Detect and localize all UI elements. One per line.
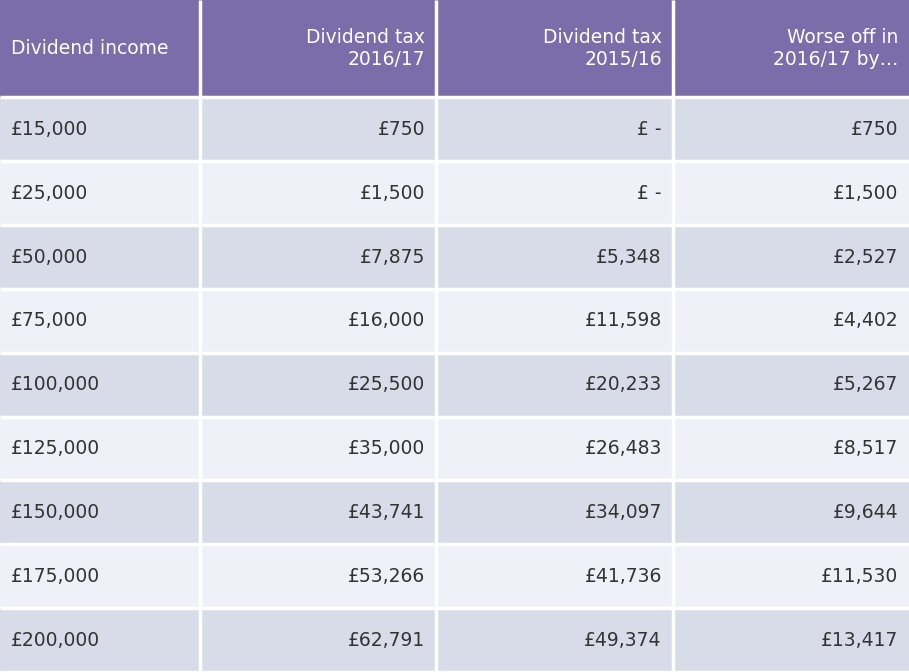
Bar	[200, 0, 436, 97]
Bar	[673, 161, 909, 225]
Bar	[436, 480, 673, 544]
Text: £43,741: £43,741	[348, 503, 425, 522]
Bar	[436, 225, 673, 289]
Text: £16,000: £16,000	[348, 311, 425, 331]
Bar	[200, 289, 436, 353]
Bar	[436, 161, 673, 225]
Bar	[673, 97, 909, 161]
Bar	[436, 97, 673, 161]
Bar	[0, 0, 200, 97]
Text: £49,374: £49,374	[584, 630, 662, 650]
Bar	[673, 353, 909, 417]
Text: £ -: £ -	[637, 183, 662, 203]
Text: Dividend tax
2015/16: Dividend tax 2015/16	[543, 28, 662, 69]
Bar	[200, 161, 436, 225]
Text: £750: £750	[851, 120, 898, 139]
Bar	[436, 289, 673, 353]
Bar	[0, 289, 200, 353]
Text: £75,000: £75,000	[11, 311, 88, 331]
Text: £26,483: £26,483	[584, 439, 662, 458]
Text: £5,267: £5,267	[833, 375, 898, 394]
Text: £5,348: £5,348	[596, 247, 662, 267]
Bar	[0, 417, 200, 480]
Bar	[0, 480, 200, 544]
Text: £35,000: £35,000	[348, 439, 425, 458]
Bar	[200, 417, 436, 480]
Text: £175,000: £175,000	[11, 566, 100, 586]
Text: £13,417: £13,417	[821, 630, 898, 650]
Bar	[0, 225, 200, 289]
Bar	[436, 0, 673, 97]
Bar	[673, 289, 909, 353]
Bar	[0, 608, 200, 672]
Bar	[200, 97, 436, 161]
Text: £2,527: £2,527	[833, 247, 898, 267]
Bar	[673, 480, 909, 544]
Bar	[200, 608, 436, 672]
Text: £25,500: £25,500	[348, 375, 425, 394]
Text: £150,000: £150,000	[11, 503, 100, 522]
Text: £50,000: £50,000	[11, 247, 88, 267]
Text: Dividend income: Dividend income	[11, 39, 168, 58]
Text: £11,598: £11,598	[584, 311, 662, 331]
Text: £4,402: £4,402	[833, 311, 898, 331]
Bar	[436, 544, 673, 608]
Text: £100,000: £100,000	[11, 375, 100, 394]
Bar	[0, 544, 200, 608]
Bar	[436, 353, 673, 417]
Bar	[200, 544, 436, 608]
Text: £8,517: £8,517	[833, 439, 898, 458]
Text: £750: £750	[378, 120, 425, 139]
Text: £7,875: £7,875	[360, 247, 425, 267]
Text: £15,000: £15,000	[11, 120, 88, 139]
Bar	[200, 480, 436, 544]
Bar	[436, 608, 673, 672]
Bar	[673, 0, 909, 97]
Text: £20,233: £20,233	[584, 375, 662, 394]
Text: £125,000: £125,000	[11, 439, 100, 458]
Text: Worse off in
2016/17 by…: Worse off in 2016/17 by…	[773, 28, 898, 69]
Text: £9,644: £9,644	[833, 503, 898, 522]
Bar	[436, 417, 673, 480]
Bar	[673, 544, 909, 608]
Text: £1,500: £1,500	[360, 183, 425, 203]
Bar	[200, 225, 436, 289]
Bar	[673, 417, 909, 480]
Bar	[0, 161, 200, 225]
Text: £1,500: £1,500	[833, 183, 898, 203]
Text: £25,000: £25,000	[11, 183, 88, 203]
Text: £53,266: £53,266	[348, 566, 425, 586]
Text: £62,791: £62,791	[348, 630, 425, 650]
Bar	[200, 353, 436, 417]
Bar	[673, 225, 909, 289]
Text: £200,000: £200,000	[11, 630, 100, 650]
Bar	[0, 353, 200, 417]
Text: £41,736: £41,736	[584, 566, 662, 586]
Text: £34,097: £34,097	[584, 503, 662, 522]
Bar	[0, 97, 200, 161]
Bar	[673, 608, 909, 672]
Text: £ -: £ -	[637, 120, 662, 139]
Text: £11,530: £11,530	[821, 566, 898, 586]
Text: Dividend tax
2016/17: Dividend tax 2016/17	[306, 28, 425, 69]
